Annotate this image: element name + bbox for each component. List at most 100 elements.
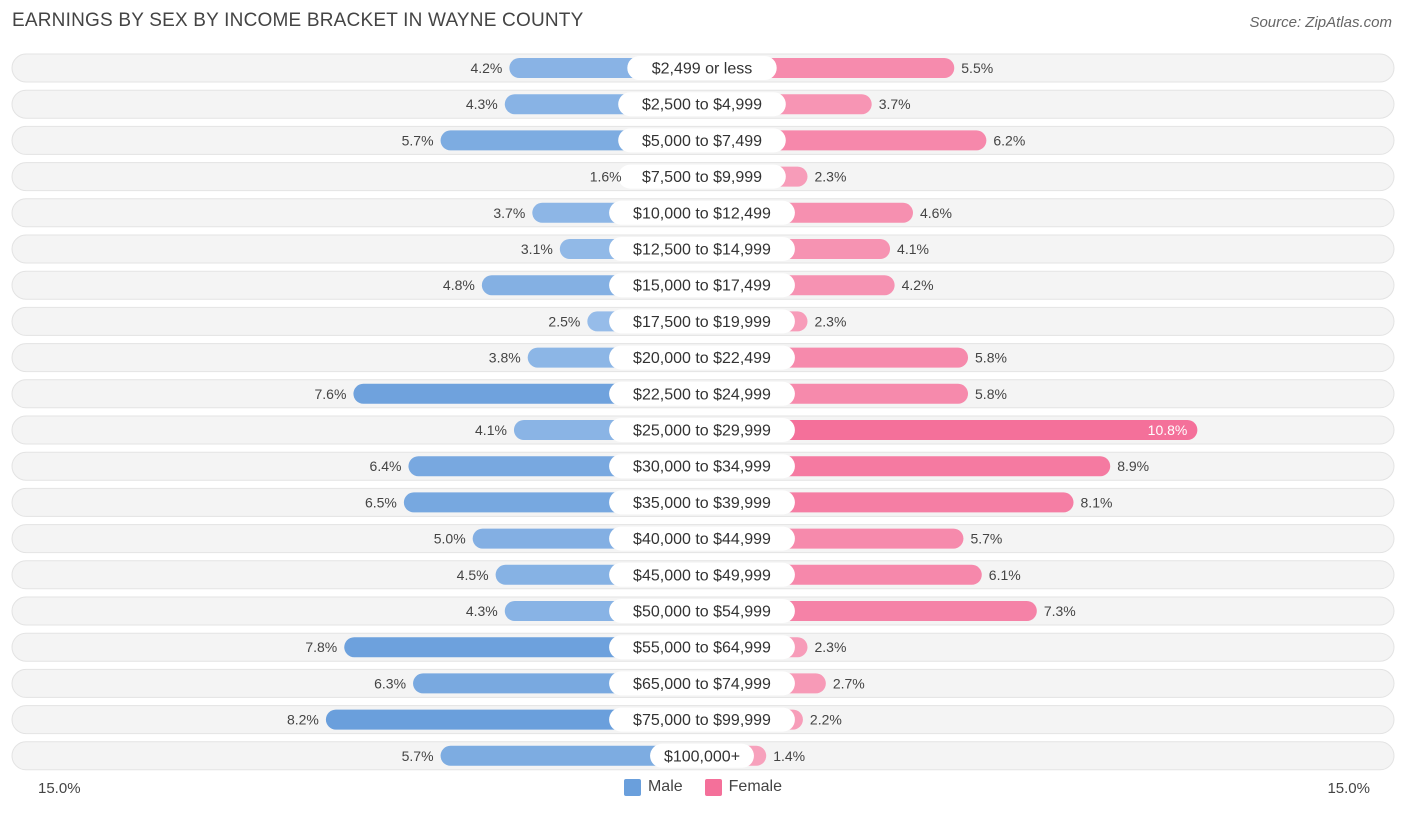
- category-label-bg: [609, 454, 795, 479]
- legend-item-male[interactable]: Male: [623, 778, 683, 796]
- category-label-bg: [609, 381, 795, 406]
- legend-swatch-male: [623, 778, 641, 796]
- bar-male: [440, 745, 702, 766]
- value-label-male: 2.5%: [548, 313, 580, 329]
- chart-row: $10,000 to $12,499 3.7% 4.6%: [11, 198, 1395, 228]
- legend-label-male: Male: [647, 778, 683, 795]
- value-label-female: 5.7%: [970, 531, 1002, 547]
- value-label-male: 3.7%: [493, 205, 525, 221]
- chart-row: $17,500 to $19,999 2.5% 2.3%: [11, 306, 1395, 336]
- category-label-bg: [609, 562, 795, 587]
- value-label-female: 6.2%: [993, 132, 1025, 148]
- value-label-male: 6.4%: [370, 458, 402, 474]
- category-label-bg: [609, 200, 795, 225]
- axis-left-label: 15.0%: [38, 780, 81, 797]
- value-label-female: 2.3%: [814, 639, 846, 655]
- chart-row: $20,000 to $22,499 3.8% 5.8%: [11, 343, 1395, 373]
- category-label-bg: [609, 635, 795, 660]
- chart-row: $30,000 to $34,999 6.4% 8.9%: [11, 451, 1395, 481]
- chart-row: $65,000 to $74,999 6.3% 2.7%: [11, 668, 1395, 698]
- category-label-bg: [609, 490, 795, 515]
- value-label-male: 6.5%: [365, 494, 397, 510]
- category-label-bg: [609, 671, 795, 696]
- value-label-female: 4.2%: [902, 277, 934, 293]
- value-label-male: 4.2%: [470, 60, 502, 76]
- value-label-male: 3.1%: [521, 241, 553, 257]
- category-label: $20,000 to $22,499: [633, 350, 771, 367]
- chart-row: $12,500 to $14,999 3.1% 4.1%: [11, 234, 1395, 264]
- value-label-female: 5.8%: [975, 350, 1007, 366]
- value-label-male: 4.3%: [466, 96, 498, 112]
- chart-row: $25,000 to $29,999 4.1% 10.8%: [11, 415, 1395, 445]
- category-label: $100,000+: [664, 748, 740, 765]
- category-label: $7,500 to $9,999: [642, 169, 762, 186]
- category-label-bg: [609, 599, 795, 623]
- category-label: $15,000 to $17,499: [633, 278, 771, 295]
- chart-row: $15,000 to $17,499 4.8% 4.2%: [11, 270, 1395, 300]
- value-label-female: 10.8%: [1148, 422, 1188, 438]
- value-label-male: 1.6%: [590, 169, 622, 185]
- legend: Male Female: [0, 778, 1406, 796]
- legend-item-female[interactable]: Female: [704, 778, 782, 796]
- bar-female: [702, 456, 1111, 477]
- value-label-female: 1.4%: [773, 748, 805, 764]
- bar-female: [702, 492, 1074, 513]
- value-label-female: 5.5%: [961, 60, 993, 76]
- value-label-female: 8.1%: [1081, 494, 1113, 510]
- category-label-bg: [618, 164, 786, 189]
- value-label-male: 5.0%: [434, 531, 466, 547]
- category-label: $50,000 to $54,999: [633, 604, 771, 621]
- value-label-male: 4.1%: [475, 422, 507, 438]
- chart-row: $5,000 to $7,499 5.7% 6.2%: [11, 125, 1395, 155]
- chart-row: $50,000 to $54,999 4.3% 7.3%: [11, 596, 1395, 626]
- chart-row: $2,499 or less 4.2% 5.5%: [11, 53, 1395, 83]
- source-credit: Source: ZipAtlas.com: [1249, 14, 1392, 31]
- legend-swatch-female: [704, 778, 722, 796]
- value-label-female: 4.6%: [920, 205, 952, 221]
- category-label-bg: [627, 56, 777, 80]
- value-label-female: 2.2%: [810, 712, 842, 728]
- value-label-male: 3.8%: [489, 350, 521, 366]
- chart-row: $75,000 to $99,999 8.2% 2.2%: [11, 705, 1395, 735]
- category-label: $35,000 to $39,999: [633, 495, 771, 512]
- category-label: $17,500 to $19,999: [633, 314, 771, 331]
- value-label-male: 5.7%: [402, 748, 434, 764]
- category-label: $55,000 to $64,999: [633, 640, 771, 657]
- value-label-female: 3.7%: [879, 96, 911, 112]
- category-label: $5,000 to $7,499: [642, 133, 762, 150]
- category-label-bg: [609, 418, 795, 442]
- value-label-male: 5.7%: [402, 132, 434, 148]
- value-label-male: 8.2%: [287, 712, 319, 728]
- value-label-female: 6.1%: [989, 567, 1021, 583]
- category-label-bg: [618, 92, 786, 117]
- category-label: $65,000 to $74,999: [633, 676, 771, 693]
- category-label-bg: [650, 743, 754, 768]
- category-label: $30,000 to $34,999: [633, 459, 771, 476]
- value-label-female: 2.3%: [814, 313, 846, 329]
- category-label: $45,000 to $49,999: [633, 567, 771, 584]
- category-label-bg: [609, 526, 795, 551]
- value-label-male: 4.3%: [466, 603, 498, 619]
- value-label-female: 5.8%: [975, 386, 1007, 402]
- chart-row: $35,000 to $39,999 6.5% 8.1%: [11, 487, 1395, 517]
- category-label: $25,000 to $29,999: [633, 423, 771, 440]
- chart-row: $40,000 to $44,999 5.0% 5.7%: [11, 524, 1395, 554]
- value-label-female: 2.7%: [833, 675, 865, 691]
- category-label: $75,000 to $99,999: [633, 712, 771, 729]
- category-label: $22,500 to $24,999: [633, 386, 771, 403]
- category-label: $10,000 to $12,499: [633, 205, 771, 222]
- category-label-bg: [618, 128, 786, 153]
- value-label-female: 2.3%: [814, 169, 846, 185]
- value-label-male: 6.3%: [374, 675, 406, 691]
- value-label-male: 4.8%: [443, 277, 475, 293]
- chart-row: $45,000 to $49,999 4.5% 6.1%: [11, 560, 1395, 590]
- category-label: $2,499 or less: [652, 61, 753, 78]
- category-label-bg: [609, 273, 795, 298]
- chart-title: EARNINGS BY SEX BY INCOME BRACKET IN WAY…: [12, 10, 584, 31]
- category-label-bg: [609, 309, 795, 334]
- value-label-male: 7.6%: [314, 386, 346, 402]
- value-label-female: 7.3%: [1044, 603, 1076, 619]
- chart-row: $22,500 to $24,999 7.6% 5.8%: [11, 379, 1395, 409]
- chart-row: $7,500 to $9,999 1.6% 2.3%: [11, 162, 1395, 192]
